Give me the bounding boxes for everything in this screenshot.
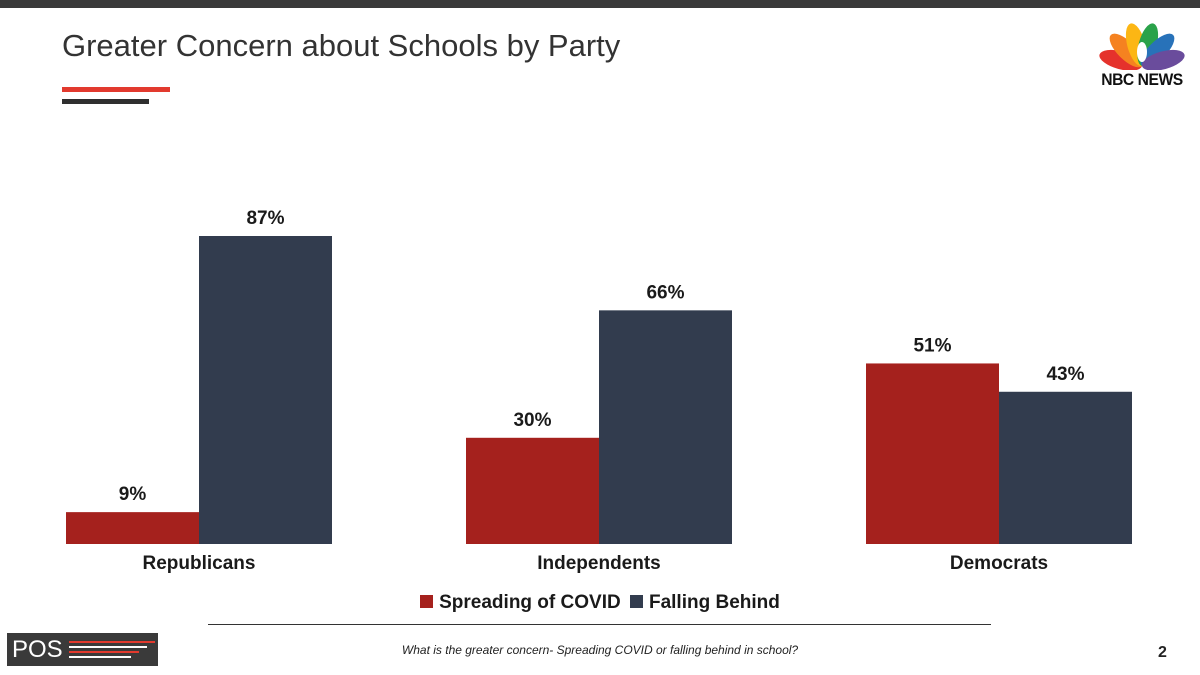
pos-logo-lines — [69, 641, 155, 658]
footer-rule — [208, 624, 991, 625]
bar-falling-behind-independents — [599, 310, 732, 544]
bar-chart: 9% 87% Republicans 30% 66% Independents 51% 43%… — [66, 208, 1132, 574]
legend-label-covid: Spreading of COVID — [439, 592, 621, 613]
legend-item-covid: Spreading of COVID — [420, 592, 621, 614]
bar-falling-behind-republicans — [199, 236, 332, 544]
legend-swatch-covid — [420, 595, 434, 608]
legend-label-falling-behind: Falling Behind — [648, 592, 780, 613]
category-label-democrats: Democrats — [950, 553, 1048, 574]
bar-spreading-of-covid-republicans — [66, 512, 199, 544]
data-label-falling-behind-independents: 66% — [646, 282, 684, 303]
peacock-icon — [1099, 23, 1185, 71]
pos-logo: POS — [7, 633, 158, 666]
legend-swatch-falling-behind — [629, 595, 643, 608]
title-accent-dark — [62, 99, 149, 104]
survey-question: What is the greater concern- Spreading C… — [401, 643, 799, 657]
category-label-republicans: Republicans — [143, 553, 256, 574]
nbc-news-logo: NBC NEWS — [1094, 14, 1190, 90]
bar-falling-behind-democrats — [999, 391, 1132, 544]
bar-spreading-of-covid-democrats — [866, 363, 999, 544]
pos-logo-text: POS — [12, 636, 63, 663]
top-bar — [0, 0, 1200, 8]
page-number: 2 — [1158, 644, 1167, 661]
legend-item-falling-behind: Falling Behind — [629, 592, 780, 614]
title-accent-red — [62, 87, 170, 92]
data-label-spreading-of-covid-republicans: 9% — [119, 484, 147, 505]
chart-legend: Spreading of COVID Falling Behind — [0, 592, 1200, 614]
category-label-independents: Independents — [537, 553, 661, 574]
data-label-falling-behind-democrats: 43% — [1046, 364, 1084, 385]
bar-spreading-of-covid-independents — [466, 437, 599, 544]
data-label-spreading-of-covid-independents: 30% — [513, 410, 551, 431]
page-title: Greater Concern about Schools by Party — [62, 28, 621, 63]
brand-name: NBC NEWS — [1101, 70, 1183, 89]
data-label-spreading-of-covid-democrats: 51% — [913, 335, 951, 356]
data-label-falling-behind-republicans: 87% — [246, 208, 284, 229]
